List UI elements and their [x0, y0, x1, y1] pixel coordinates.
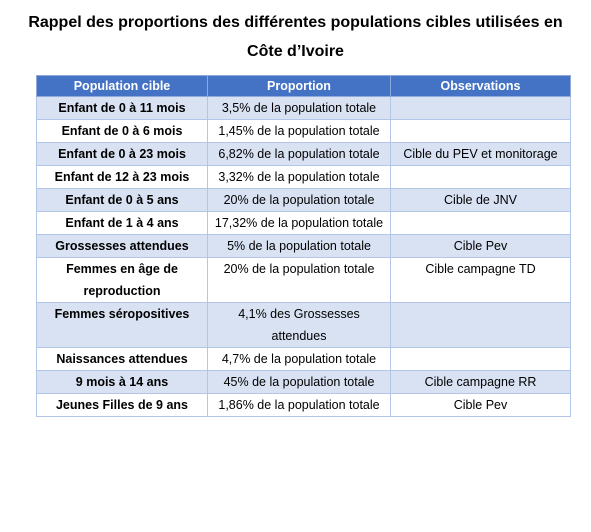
population-targets-table: Population cible Proportion Observations…: [36, 75, 571, 417]
table-header-row: Population cible Proportion Observations: [37, 76, 571, 97]
document-title: Rappel des proportions des différentes p…: [0, 8, 591, 66]
table-row: 9 mois à 14 ans 45% de la population tot…: [37, 371, 571, 394]
cell-observations: [391, 97, 571, 120]
cell-population: Enfant de 0 à 5 ans: [37, 189, 208, 212]
cell-population: Jeunes Filles de 9 ans: [37, 394, 208, 417]
cell-population: Enfant de 0 à 11 mois: [37, 97, 208, 120]
cell-observations: Cible campagne TD: [391, 258, 571, 303]
cell-population: Enfant de 0 à 23 mois: [37, 143, 208, 166]
cell-population: Naissances attendues: [37, 348, 208, 371]
cell-observations: Cible de JNV: [391, 189, 571, 212]
cell-proportion: 1,45% de la population totale: [208, 120, 391, 143]
cell-proportion: 4,1% des Grossesses attendues: [208, 303, 391, 348]
cell-proportion: 4,7% de la population totale: [208, 348, 391, 371]
cell-observations: Cible Pev: [391, 394, 571, 417]
cell-proportion: 17,32% de la population totale: [208, 212, 391, 235]
table-row: Femmes séropositives 4,1% des Grossesses…: [37, 303, 571, 348]
cell-proportion: 45% de la population totale: [208, 371, 391, 394]
table-row: Enfant de 12 à 23 mois 3,32% de la popul…: [37, 166, 571, 189]
table-row: Femmes en âge de reproduction 20% de la …: [37, 258, 571, 303]
header-proportion: Proportion: [208, 76, 391, 97]
table-row: Naissances attendues 4,7% de la populati…: [37, 348, 571, 371]
cell-observations: Cible Pev: [391, 235, 571, 258]
cell-population: 9 mois à 14 ans: [37, 371, 208, 394]
cell-proportion: 20% de la population totale: [208, 189, 391, 212]
cell-observations: [391, 212, 571, 235]
cell-proportion: 5% de la population totale: [208, 235, 391, 258]
cell-observations: [391, 303, 571, 348]
table-row: Enfant de 0 à 6 mois 1,45% de la populat…: [37, 120, 571, 143]
table-row: Grossesses attendues 5% de la population…: [37, 235, 571, 258]
cell-proportion: 20% de la population totale: [208, 258, 391, 303]
cell-population: Femmes en âge de reproduction: [37, 258, 208, 303]
cell-observations: [391, 120, 571, 143]
cell-proportion: 3,32% de la population totale: [208, 166, 391, 189]
cell-population: Grossesses attendues: [37, 235, 208, 258]
cell-population: Enfant de 12 à 23 mois: [37, 166, 208, 189]
table-row: Enfant de 1 à 4 ans 17,32% de la populat…: [37, 212, 571, 235]
cell-observations: [391, 348, 571, 371]
table-row: Enfant de 0 à 23 mois 6,82% de la popula…: [37, 143, 571, 166]
header-population-cible: Population cible: [37, 76, 208, 97]
cell-observations: Cible campagne RR: [391, 371, 571, 394]
cell-proportion: 3,5% de la population totale: [208, 97, 391, 120]
title-line-1: Rappel des proportions des différentes p…: [0, 8, 591, 37]
cell-population: Enfant de 0 à 6 mois: [37, 120, 208, 143]
cell-population: Femmes séropositives: [37, 303, 208, 348]
title-line-2: Côte d’Ivoire: [0, 37, 591, 66]
cell-proportion: 1,86% de la population totale: [208, 394, 391, 417]
cell-population: Enfant de 1 à 4 ans: [37, 212, 208, 235]
cell-proportion: 6,82% de la population totale: [208, 143, 391, 166]
header-observations: Observations: [391, 76, 571, 97]
table-row: Jeunes Filles de 9 ans 1,86% de la popul…: [37, 394, 571, 417]
cell-observations: Cible du PEV et monitorage: [391, 143, 571, 166]
table-row: Enfant de 0 à 5 ans 20% de la population…: [37, 189, 571, 212]
cell-observations: [391, 166, 571, 189]
table-row: Enfant de 0 à 11 mois 3,5% de la populat…: [37, 97, 571, 120]
